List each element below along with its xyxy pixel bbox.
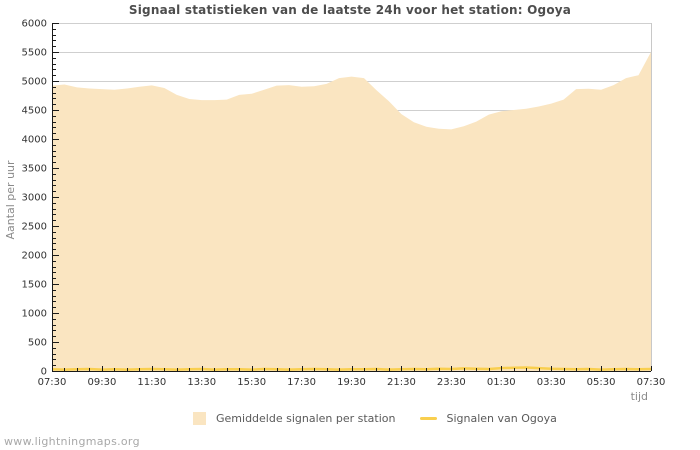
line-series-swatch: [419, 417, 437, 420]
svg-text:4500: 4500: [22, 106, 47, 117]
svg-text:5000: 5000: [22, 77, 47, 88]
svg-text:2000: 2000: [22, 251, 47, 262]
svg-text:3500: 3500: [22, 164, 47, 175]
legend-label-average: Gemiddelde signalen per station: [216, 412, 396, 425]
svg-text:13:30: 13:30: [187, 377, 216, 388]
svg-text:3000: 3000: [22, 193, 47, 204]
svg-text:15:30: 15:30: [237, 377, 266, 388]
svg-text:01:30: 01:30: [487, 377, 516, 388]
svg-text:07:30: 07:30: [637, 377, 666, 388]
legend-label-ogoya: Signalen van Ogoya: [446, 412, 557, 425]
svg-text:1000: 1000: [22, 309, 47, 320]
svg-text:17:30: 17:30: [287, 377, 316, 388]
svg-text:05:30: 05:30: [587, 377, 616, 388]
chart-legend: Gemiddelde signalen per station Signalen…: [193, 412, 557, 425]
x-axis-title: tijd: [630, 390, 648, 403]
svg-text:0: 0: [41, 367, 47, 378]
svg-text:500: 500: [28, 338, 47, 349]
svg-text:2500: 2500: [22, 222, 47, 233]
svg-text:21:30: 21:30: [387, 377, 416, 388]
watermark: www.lightningmaps.org: [4, 435, 140, 448]
svg-text:4000: 4000: [22, 135, 47, 146]
svg-text:09:30: 09:30: [88, 377, 117, 388]
svg-text:11:30: 11:30: [137, 377, 166, 388]
svg-text:19:30: 19:30: [337, 377, 366, 388]
svg-text:03:30: 03:30: [537, 377, 566, 388]
svg-text:6000: 6000: [22, 19, 47, 30]
svg-text:23:30: 23:30: [437, 377, 466, 388]
legend-item-average: Gemiddelde signalen per station: [193, 412, 396, 425]
legend-item-ogoya: Signalen van Ogoya: [419, 412, 557, 425]
chart-title: Signaal statistieken van de laatste 24h …: [128, 3, 572, 17]
svg-text:5500: 5500: [22, 48, 47, 59]
area-series-swatch: [193, 412, 206, 425]
svg-text:1500: 1500: [22, 280, 47, 291]
svg-text:07:30: 07:30: [38, 377, 67, 388]
